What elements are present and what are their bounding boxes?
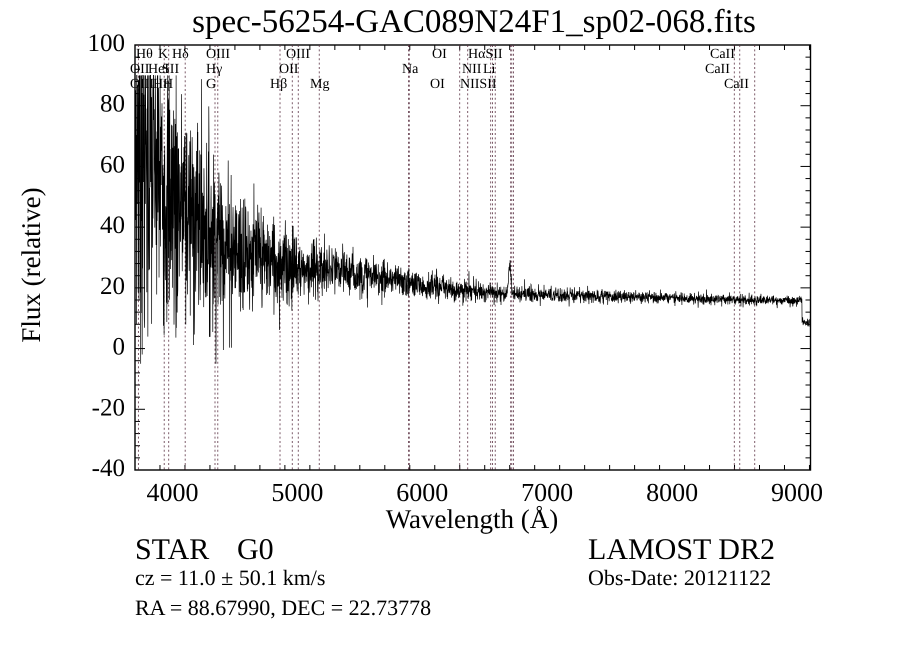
svg-text:OII: OII [130, 62, 150, 77]
svg-text:SII: SII [162, 62, 179, 77]
svg-text:Li: Li [483, 62, 496, 77]
svg-text:RA = 88.67990, DEC = 22.7377: RA = 88.67990, DEC = 22.73778 [135, 595, 431, 620]
svg-text:-40: -40 [92, 455, 125, 482]
svg-text:G: G [206, 77, 216, 92]
svg-text:Hγ: Hγ [206, 62, 222, 77]
svg-text:20: 20 [100, 273, 125, 300]
svg-text:H: H [163, 77, 173, 92]
svg-text:40: 40 [100, 212, 125, 239]
svg-text:5000: 5000 [271, 478, 323, 507]
svg-text:9000: 9000 [771, 478, 823, 507]
svg-text:Hθ: Hθ [136, 47, 153, 62]
svg-text:80: 80 [100, 91, 125, 118]
svg-text:spec-56254-GAC089N24F1_sp02-06: spec-56254-GAC089N24F1_sp02-068.fits [192, 4, 756, 40]
svg-text:CaII: CaII [705, 62, 730, 77]
svg-text:Mg: Mg [310, 77, 329, 92]
svg-text:4000: 4000 [146, 478, 198, 507]
svg-text:8000: 8000 [646, 478, 698, 507]
svg-text:CaII: CaII [724, 77, 749, 92]
svg-text:G0: G0 [237, 533, 274, 566]
svg-text:cz = 11.0 ± 50.1 km/s: cz = 11.0 ± 50.1 km/s [135, 565, 325, 590]
svg-text:-20: -20 [92, 394, 125, 421]
svg-text:OII: OII [279, 62, 299, 77]
svg-text:Hδ: Hδ [172, 47, 189, 62]
svg-text:100: 100 [88, 30, 126, 57]
svg-text:Na: Na [402, 62, 419, 77]
svg-text:HαSII: HαSII [468, 47, 503, 62]
svg-text:OI: OI [432, 47, 447, 62]
svg-text:OIII: OIII [206, 47, 230, 62]
svg-text:OIII: OIII [286, 47, 310, 62]
svg-text:Obs-Date: 20121122: Obs-Date: 20121122 [588, 565, 771, 590]
svg-text:Hβ: Hβ [270, 77, 287, 92]
svg-text:K: K [158, 47, 168, 62]
svg-text:0: 0 [113, 334, 126, 361]
svg-text:NIISII: NIISII [460, 77, 497, 92]
svg-text:CaII: CaII [710, 47, 735, 62]
svg-text:Wavelength (Å): Wavelength (Å) [386, 504, 559, 534]
svg-text:6000: 6000 [396, 478, 448, 507]
svg-text:STAR: STAR [135, 533, 209, 566]
svg-text:NII: NII [462, 62, 482, 77]
svg-text:Flux (relative): Flux (relative) [16, 187, 46, 342]
svg-text:OI: OI [430, 77, 445, 92]
svg-text:7000: 7000 [521, 478, 573, 507]
svg-text:LAMOST DR2: LAMOST DR2 [588, 533, 775, 566]
svg-text:60: 60 [100, 151, 125, 178]
svg-text:OIII: OIII [130, 77, 154, 92]
